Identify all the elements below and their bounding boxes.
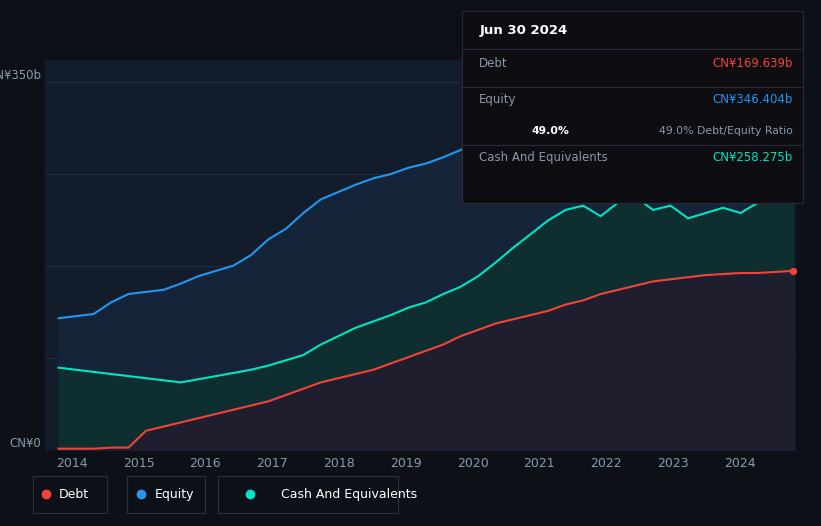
Text: CN¥350b: CN¥350b bbox=[0, 68, 41, 82]
Text: Equity: Equity bbox=[154, 488, 194, 501]
Text: CN¥258.275b: CN¥258.275b bbox=[713, 150, 793, 164]
Text: Jun 30 2024: Jun 30 2024 bbox=[479, 24, 567, 37]
Text: CN¥346.404b: CN¥346.404b bbox=[713, 93, 793, 106]
Text: 49.0%: 49.0% bbox=[532, 126, 570, 136]
Text: CN¥169.639b: CN¥169.639b bbox=[712, 57, 793, 69]
Text: Cash And Equivalents: Cash And Equivalents bbox=[479, 150, 608, 164]
Text: Cash And Equivalents: Cash And Equivalents bbox=[281, 488, 417, 501]
Point bbox=[787, 82, 800, 90]
Text: Equity: Equity bbox=[479, 93, 516, 106]
Point bbox=[787, 267, 800, 275]
Text: Debt: Debt bbox=[479, 57, 508, 69]
Text: CN¥0: CN¥0 bbox=[10, 437, 41, 450]
Text: 49.0% Debt/Equity Ratio: 49.0% Debt/Equity Ratio bbox=[658, 126, 793, 136]
Point bbox=[787, 174, 800, 183]
Text: Debt: Debt bbox=[59, 488, 89, 501]
